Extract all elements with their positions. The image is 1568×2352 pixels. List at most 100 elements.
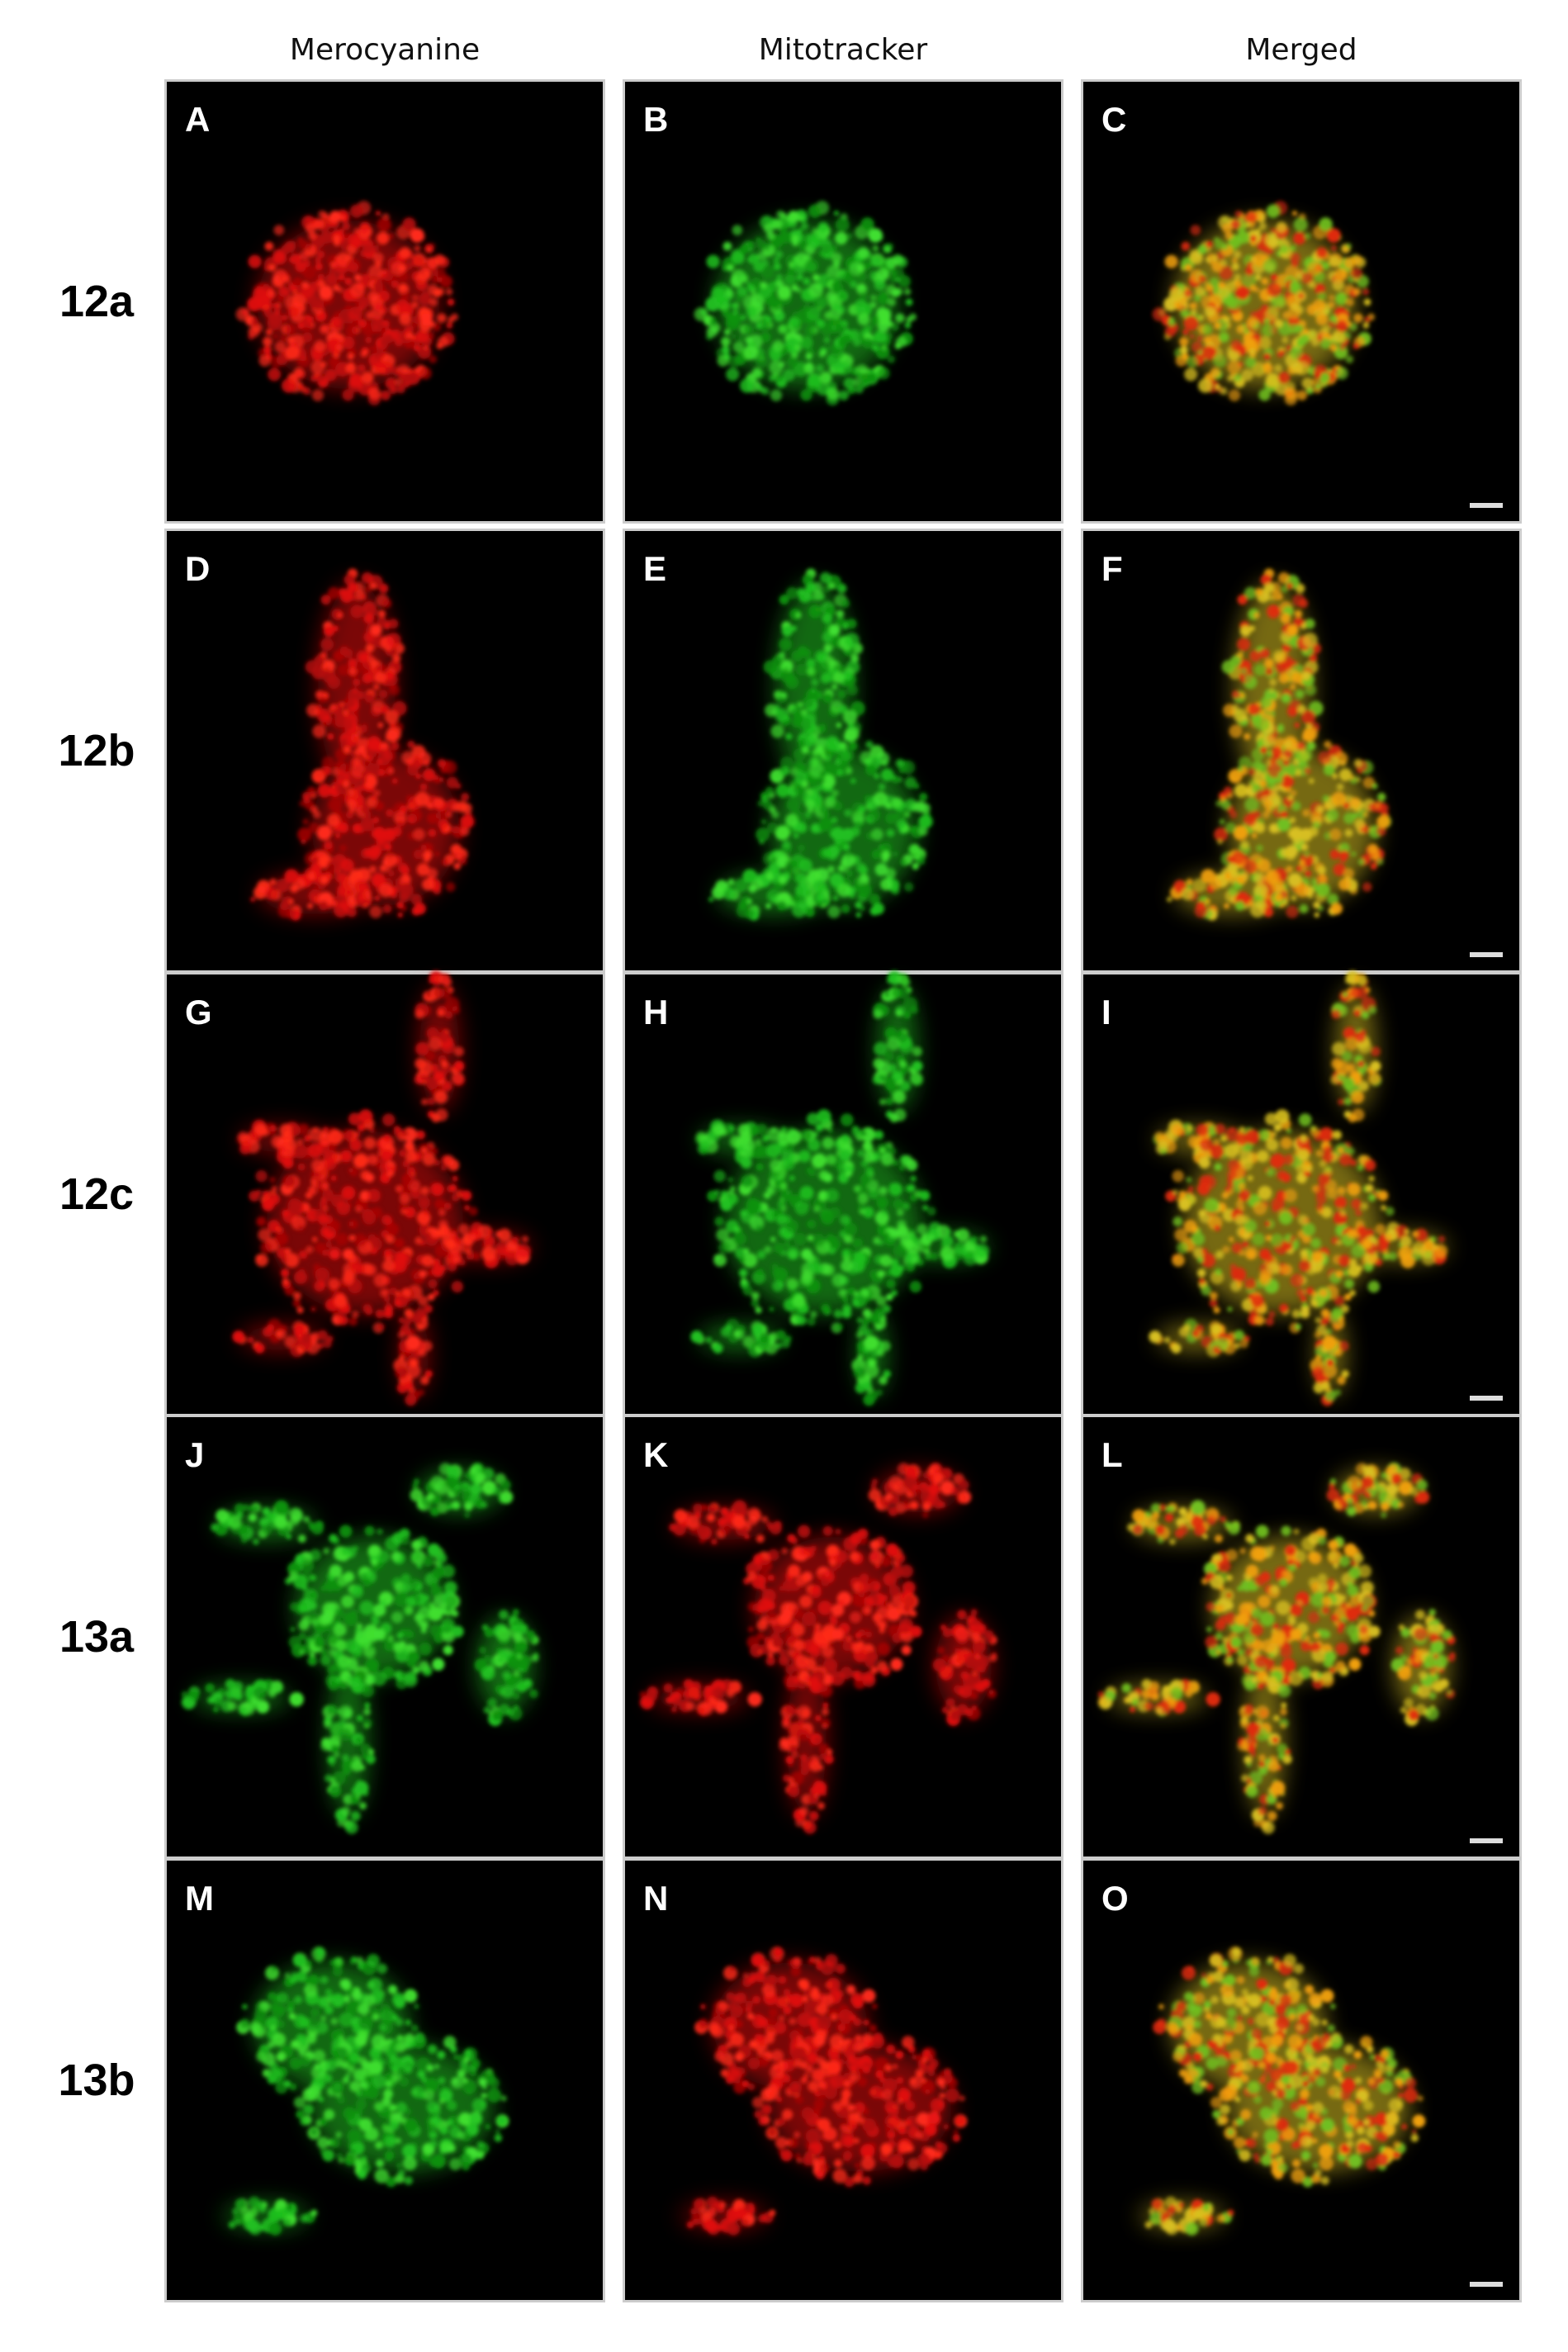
speckle [311, 856, 320, 864]
speckle [1172, 1216, 1183, 1226]
speckle [871, 828, 883, 841]
speckle [1263, 318, 1270, 325]
speckle [812, 746, 825, 758]
speckle [521, 1235, 529, 1243]
speckle [763, 223, 775, 234]
speckle [320, 1655, 332, 1667]
speckle [320, 1586, 327, 1592]
speckle [1329, 255, 1340, 268]
speckle [451, 1501, 460, 1510]
speckle [471, 1251, 481, 1261]
speckle [438, 818, 449, 830]
speckle [739, 1256, 746, 1264]
speckle [831, 244, 838, 252]
speckle [334, 1232, 348, 1246]
speckle [353, 687, 358, 694]
speckle [1296, 1163, 1307, 1174]
speckle [405, 1381, 414, 1390]
speckle [1369, 1255, 1378, 1264]
speckle [822, 1136, 835, 1150]
speckle [433, 1289, 439, 1297]
speckle [483, 1235, 495, 1248]
speckle [1244, 813, 1257, 827]
speckle [1345, 355, 1354, 363]
speckle [357, 1714, 363, 1722]
speckle [1280, 847, 1291, 858]
speckle [770, 856, 778, 864]
speckle [785, 733, 793, 740]
speckle [418, 292, 432, 306]
speckle [407, 1650, 420, 1663]
speckle [789, 900, 795, 907]
speckle [298, 1250, 308, 1259]
speckle [410, 894, 423, 906]
speckle [358, 382, 372, 396]
speckle [301, 1558, 315, 1573]
speckle [699, 1140, 711, 1150]
speckle [1213, 354, 1227, 368]
speckle [874, 773, 879, 780]
speckle [837, 361, 851, 376]
speckle [1338, 1254, 1351, 1267]
speckle [818, 1170, 830, 1181]
speckle [1349, 1289, 1356, 1297]
speckle [1305, 870, 1312, 877]
speckle [1229, 869, 1239, 878]
speckle [274, 341, 287, 353]
speckle [254, 1343, 265, 1354]
speckle [1237, 766, 1244, 772]
speckle [347, 318, 353, 325]
speckle [266, 329, 272, 335]
speckle [755, 354, 769, 368]
speckle [362, 673, 373, 684]
speckle [391, 1552, 401, 1562]
speckle [1339, 344, 1346, 351]
panel-letter: G [185, 993, 212, 1031]
speckle [1322, 1151, 1334, 1164]
speckle [267, 1220, 281, 1233]
speckle [328, 674, 338, 684]
speckle [240, 1537, 248, 1544]
micrograph-panel: A [164, 79, 605, 524]
speckle [1172, 1189, 1178, 1195]
speckle [227, 1701, 237, 1711]
speckle [1319, 217, 1333, 231]
speckle [1311, 878, 1318, 884]
speckle [1322, 1335, 1338, 1350]
speckle [779, 756, 793, 770]
speckle [1347, 1183, 1361, 1197]
speckle [1266, 780, 1276, 790]
speckle [807, 1221, 812, 1227]
speckle [1357, 1164, 1364, 1171]
speckle [398, 383, 405, 390]
speckle [314, 219, 324, 230]
speckle [451, 843, 462, 855]
speckle [423, 344, 429, 351]
speckle [851, 1126, 862, 1137]
speckle [329, 1762, 335, 1767]
speckle [451, 1072, 465, 1085]
speckle [228, 1515, 242, 1529]
speckle [1279, 1303, 1289, 1313]
speckle [789, 1175, 795, 1182]
speckle [372, 346, 386, 360]
speckle [451, 1005, 461, 1015]
micrograph-panel: G [164, 970, 605, 1416]
speckle [1277, 372, 1291, 384]
speckle [267, 315, 282, 331]
speckle [1346, 243, 1352, 249]
speckle [847, 1165, 855, 1173]
speckle [386, 1302, 391, 1308]
speckle [316, 708, 331, 723]
speckle [1181, 241, 1191, 251]
speckle [339, 215, 346, 221]
speckle [1210, 1292, 1218, 1300]
speckle [298, 1604, 308, 1613]
speckle [289, 1571, 298, 1581]
speckle [706, 254, 720, 268]
speckle [912, 1046, 922, 1057]
speckle [352, 1652, 358, 1658]
speckle [406, 764, 419, 776]
speckle [1269, 687, 1275, 694]
speckle [420, 1376, 429, 1385]
